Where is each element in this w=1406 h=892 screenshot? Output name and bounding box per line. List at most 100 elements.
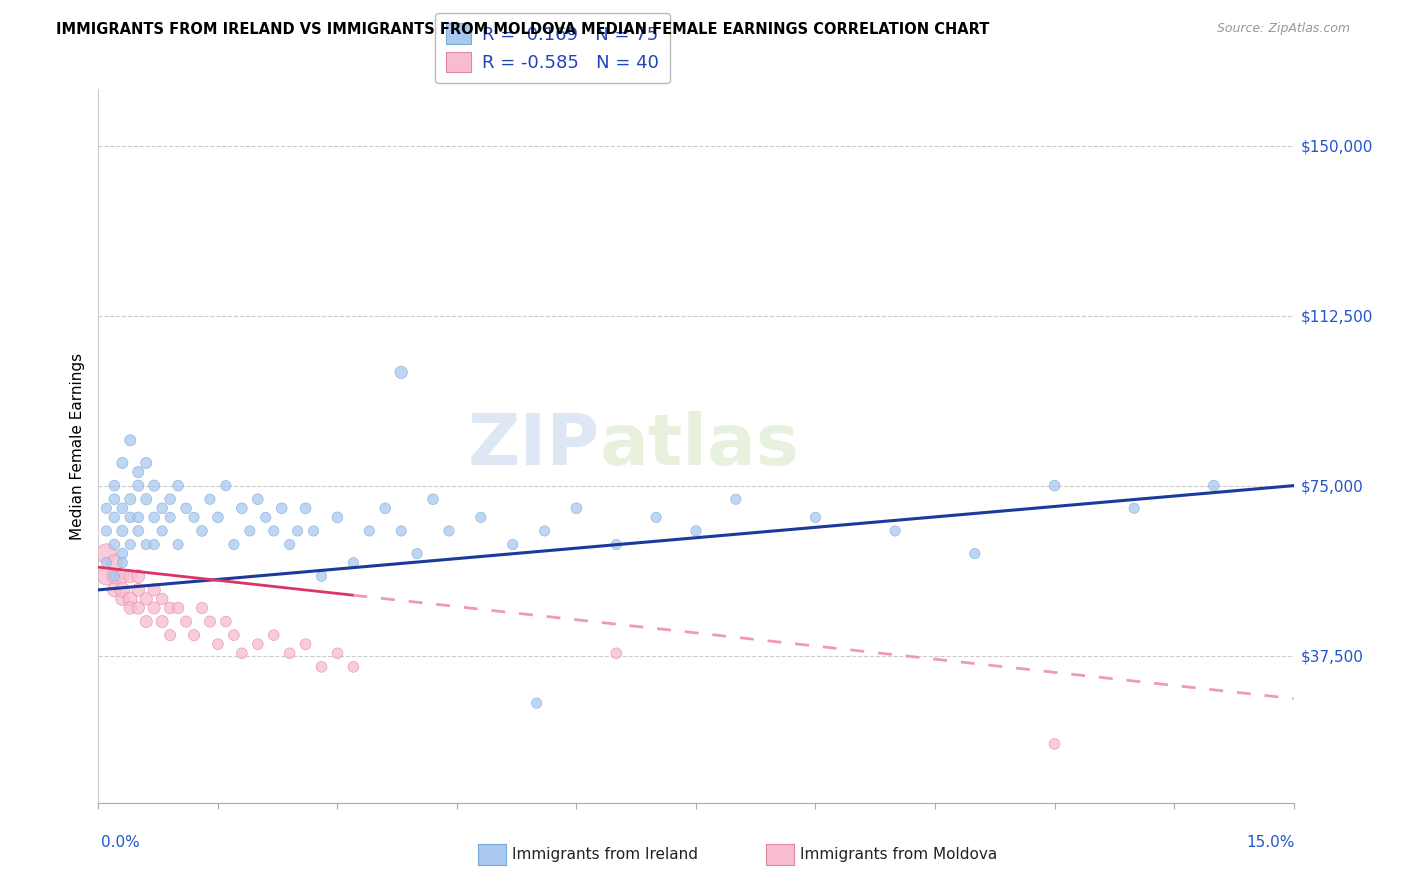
Point [198, 615, 221, 629]
Point [111, 591, 134, 606]
Point [127, 465, 149, 479]
Point [222, 537, 245, 551]
Point [191, 601, 214, 615]
Point [103, 537, 125, 551]
Point [533, 524, 555, 538]
Point [278, 537, 301, 551]
Point [111, 582, 134, 597]
Point [342, 660, 364, 674]
Point [150, 524, 173, 538]
Point [263, 628, 285, 642]
Point [294, 637, 316, 651]
Text: Source: ZipAtlas.com: Source: ZipAtlas.com [1216, 22, 1350, 36]
Point [191, 524, 214, 538]
Point [183, 628, 205, 642]
Point [565, 501, 588, 516]
Point [111, 569, 134, 583]
Text: IMMIGRANTS FROM IRELAND VS IMMIGRANTS FROM MOLDOVA MEDIAN FEMALE EARNINGS CORREL: IMMIGRANTS FROM IRELAND VS IMMIGRANTS FR… [56, 22, 990, 37]
Point [120, 492, 142, 507]
Point [103, 492, 125, 507]
Point [263, 524, 285, 538]
Point [143, 478, 166, 492]
Point [215, 478, 238, 492]
Point [143, 537, 166, 551]
Point [96, 569, 118, 583]
Point [120, 591, 142, 606]
Point [127, 524, 149, 538]
Y-axis label: Median Female Earnings: Median Female Earnings [69, 352, 84, 540]
Point [502, 537, 524, 551]
Point [174, 501, 197, 516]
Point [326, 646, 349, 660]
Point [150, 501, 173, 516]
Point [270, 501, 292, 516]
Point [167, 478, 190, 492]
Point [103, 556, 125, 570]
Point [1043, 737, 1066, 751]
Point [120, 569, 142, 583]
Point [120, 510, 142, 524]
Point [159, 628, 181, 642]
Point [167, 601, 190, 615]
Point [159, 510, 181, 524]
Point [685, 524, 707, 538]
Point [135, 456, 157, 470]
Point [135, 492, 157, 507]
Point [103, 569, 125, 583]
Point [120, 601, 142, 615]
Point [302, 524, 325, 538]
Point [278, 646, 301, 660]
Point [294, 501, 316, 516]
Point [143, 601, 166, 615]
Point [103, 478, 125, 492]
Point [127, 478, 149, 492]
Point [222, 628, 245, 642]
Point [1123, 501, 1146, 516]
Point [246, 637, 269, 651]
Point [254, 510, 277, 524]
Point [724, 492, 747, 507]
Point [389, 365, 412, 379]
Point [103, 582, 125, 597]
Point [389, 524, 412, 538]
Text: ZIP: ZIP [468, 411, 600, 481]
Point [96, 524, 118, 538]
Point [437, 524, 460, 538]
Point [159, 492, 181, 507]
Point [127, 601, 149, 615]
Text: Immigrants from Moldova: Immigrants from Moldova [800, 847, 997, 862]
Point [127, 569, 149, 583]
Point [96, 547, 118, 561]
Point [103, 510, 125, 524]
Point [120, 434, 142, 448]
Point [1202, 478, 1225, 492]
Point [605, 646, 627, 660]
Point [804, 510, 827, 524]
Text: atlas: atlas [600, 411, 800, 481]
Point [150, 591, 173, 606]
Point [422, 492, 444, 507]
Point [605, 537, 627, 551]
Point [215, 615, 238, 629]
Legend: R =  0.169   N = 75, R = -0.585   N = 40: R = 0.169 N = 75, R = -0.585 N = 40 [436, 12, 669, 83]
Text: 0.0%: 0.0% [101, 836, 141, 850]
Point [127, 582, 149, 597]
Point [239, 524, 262, 538]
Point [198, 492, 221, 507]
Point [231, 646, 253, 660]
Point [311, 660, 333, 674]
Point [96, 501, 118, 516]
Text: Immigrants from Ireland: Immigrants from Ireland [512, 847, 697, 862]
Point [111, 547, 134, 561]
Point [207, 637, 229, 651]
Point [406, 547, 429, 561]
Point [120, 537, 142, 551]
Point [374, 501, 396, 516]
Point [111, 456, 134, 470]
Point [183, 510, 205, 524]
Point [326, 510, 349, 524]
Point [143, 510, 166, 524]
Point [111, 524, 134, 538]
Point [645, 510, 668, 524]
Point [103, 569, 125, 583]
